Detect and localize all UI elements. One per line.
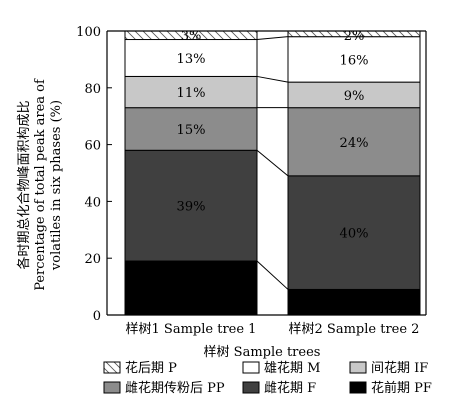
data-label-1-1: 19% — [177, 282, 206, 297]
legend-label: 花后期 P — [125, 360, 177, 376]
x-axis-title: 样树 Sample trees — [204, 345, 321, 360]
y-axis-title: 各时期总化合物峰面积构成比 Percentage of total peak a… — [16, 78, 64, 291]
x-category-label: 样树1 Sample tree 1 — [126, 322, 257, 337]
x-axis-categories: 样树1 Sample tree 1 样树2 Sample tree 2 — [126, 310, 420, 337]
legend-swatch — [349, 361, 367, 374]
bar-segment-2-4 — [287, 81, 421, 109]
data-label-2-4: 9% — [344, 89, 365, 104]
data-label-1-2: 39% — [177, 200, 206, 215]
legend-swatch — [242, 381, 260, 394]
data-label-1-6: 3% — [181, 29, 202, 44]
connector-line — [256, 36, 289, 41]
connector-line — [256, 75, 289, 83]
legend-swatch — [349, 381, 367, 394]
legend-label: 雄花期 M — [264, 360, 320, 376]
y-tick-label: 40 — [84, 195, 101, 210]
legend-swatch — [103, 361, 121, 374]
data-label-1-4: 11% — [177, 86, 206, 101]
y-axis-ticks: 0 20 40 60 80 100 — [76, 25, 112, 324]
bar-segment-2-5 — [287, 36, 421, 83]
legend-swatch — [242, 361, 260, 374]
legend-label: 间花期 IF — [371, 360, 428, 376]
y-axis-title-line-3: volatiles in six phases (%) — [49, 100, 64, 271]
x-category-label: 样树2 Sample tree 2 — [289, 322, 420, 337]
y-axis-title-line-1: 各时期总化合物峰面积构成比 — [16, 100, 32, 269]
bar-segment-2-3 — [287, 107, 421, 177]
data-label-1-5: 13% — [177, 52, 206, 67]
bar-segment-2-2 — [287, 175, 421, 290]
legend-swatch — [103, 381, 121, 394]
plot-area: 19% 39% 15% 11% 13% 3% 9% 40% 24% 9% 16% 2% — [124, 29, 421, 316]
data-label-2-2: 40% — [340, 227, 369, 242]
bar-segment-1-2 — [124, 149, 258, 262]
y-axis-title-line-2: Percentage of total peak area of — [33, 78, 48, 291]
data-label-2-5: 16% — [340, 53, 369, 68]
data-label-1-3: 15% — [177, 123, 206, 138]
bar-segment-1-1 — [124, 260, 258, 316]
y-tick-label: 80 — [84, 82, 101, 97]
connector-line — [256, 149, 289, 177]
y-tick-label: 20 — [84, 252, 101, 267]
legend: 花后期 P 雄花期 M 间花期 IF 雌花期传粉后 PP 雌花期 F 花前期 PF — [103, 360, 432, 396]
data-label-2-6: 2% — [344, 29, 365, 44]
legend-label: 雌花期 F — [264, 380, 316, 396]
y-tick-label: 0 — [93, 309, 101, 324]
axes — [106, 30, 427, 316]
data-label-2-1: 9% — [344, 296, 365, 311]
legend-label: 花前期 PF — [371, 380, 432, 396]
bar-segment-1-5 — [124, 39, 258, 77]
data-label-2-3: 24% — [340, 136, 369, 151]
legend-label: 雌花期传粉后 PP — [125, 380, 225, 396]
y-tick-label: 100 — [76, 25, 101, 40]
y-tick-label: 60 — [84, 139, 101, 154]
connector-line — [256, 260, 289, 290]
bar-segment-1-4 — [124, 75, 258, 109]
